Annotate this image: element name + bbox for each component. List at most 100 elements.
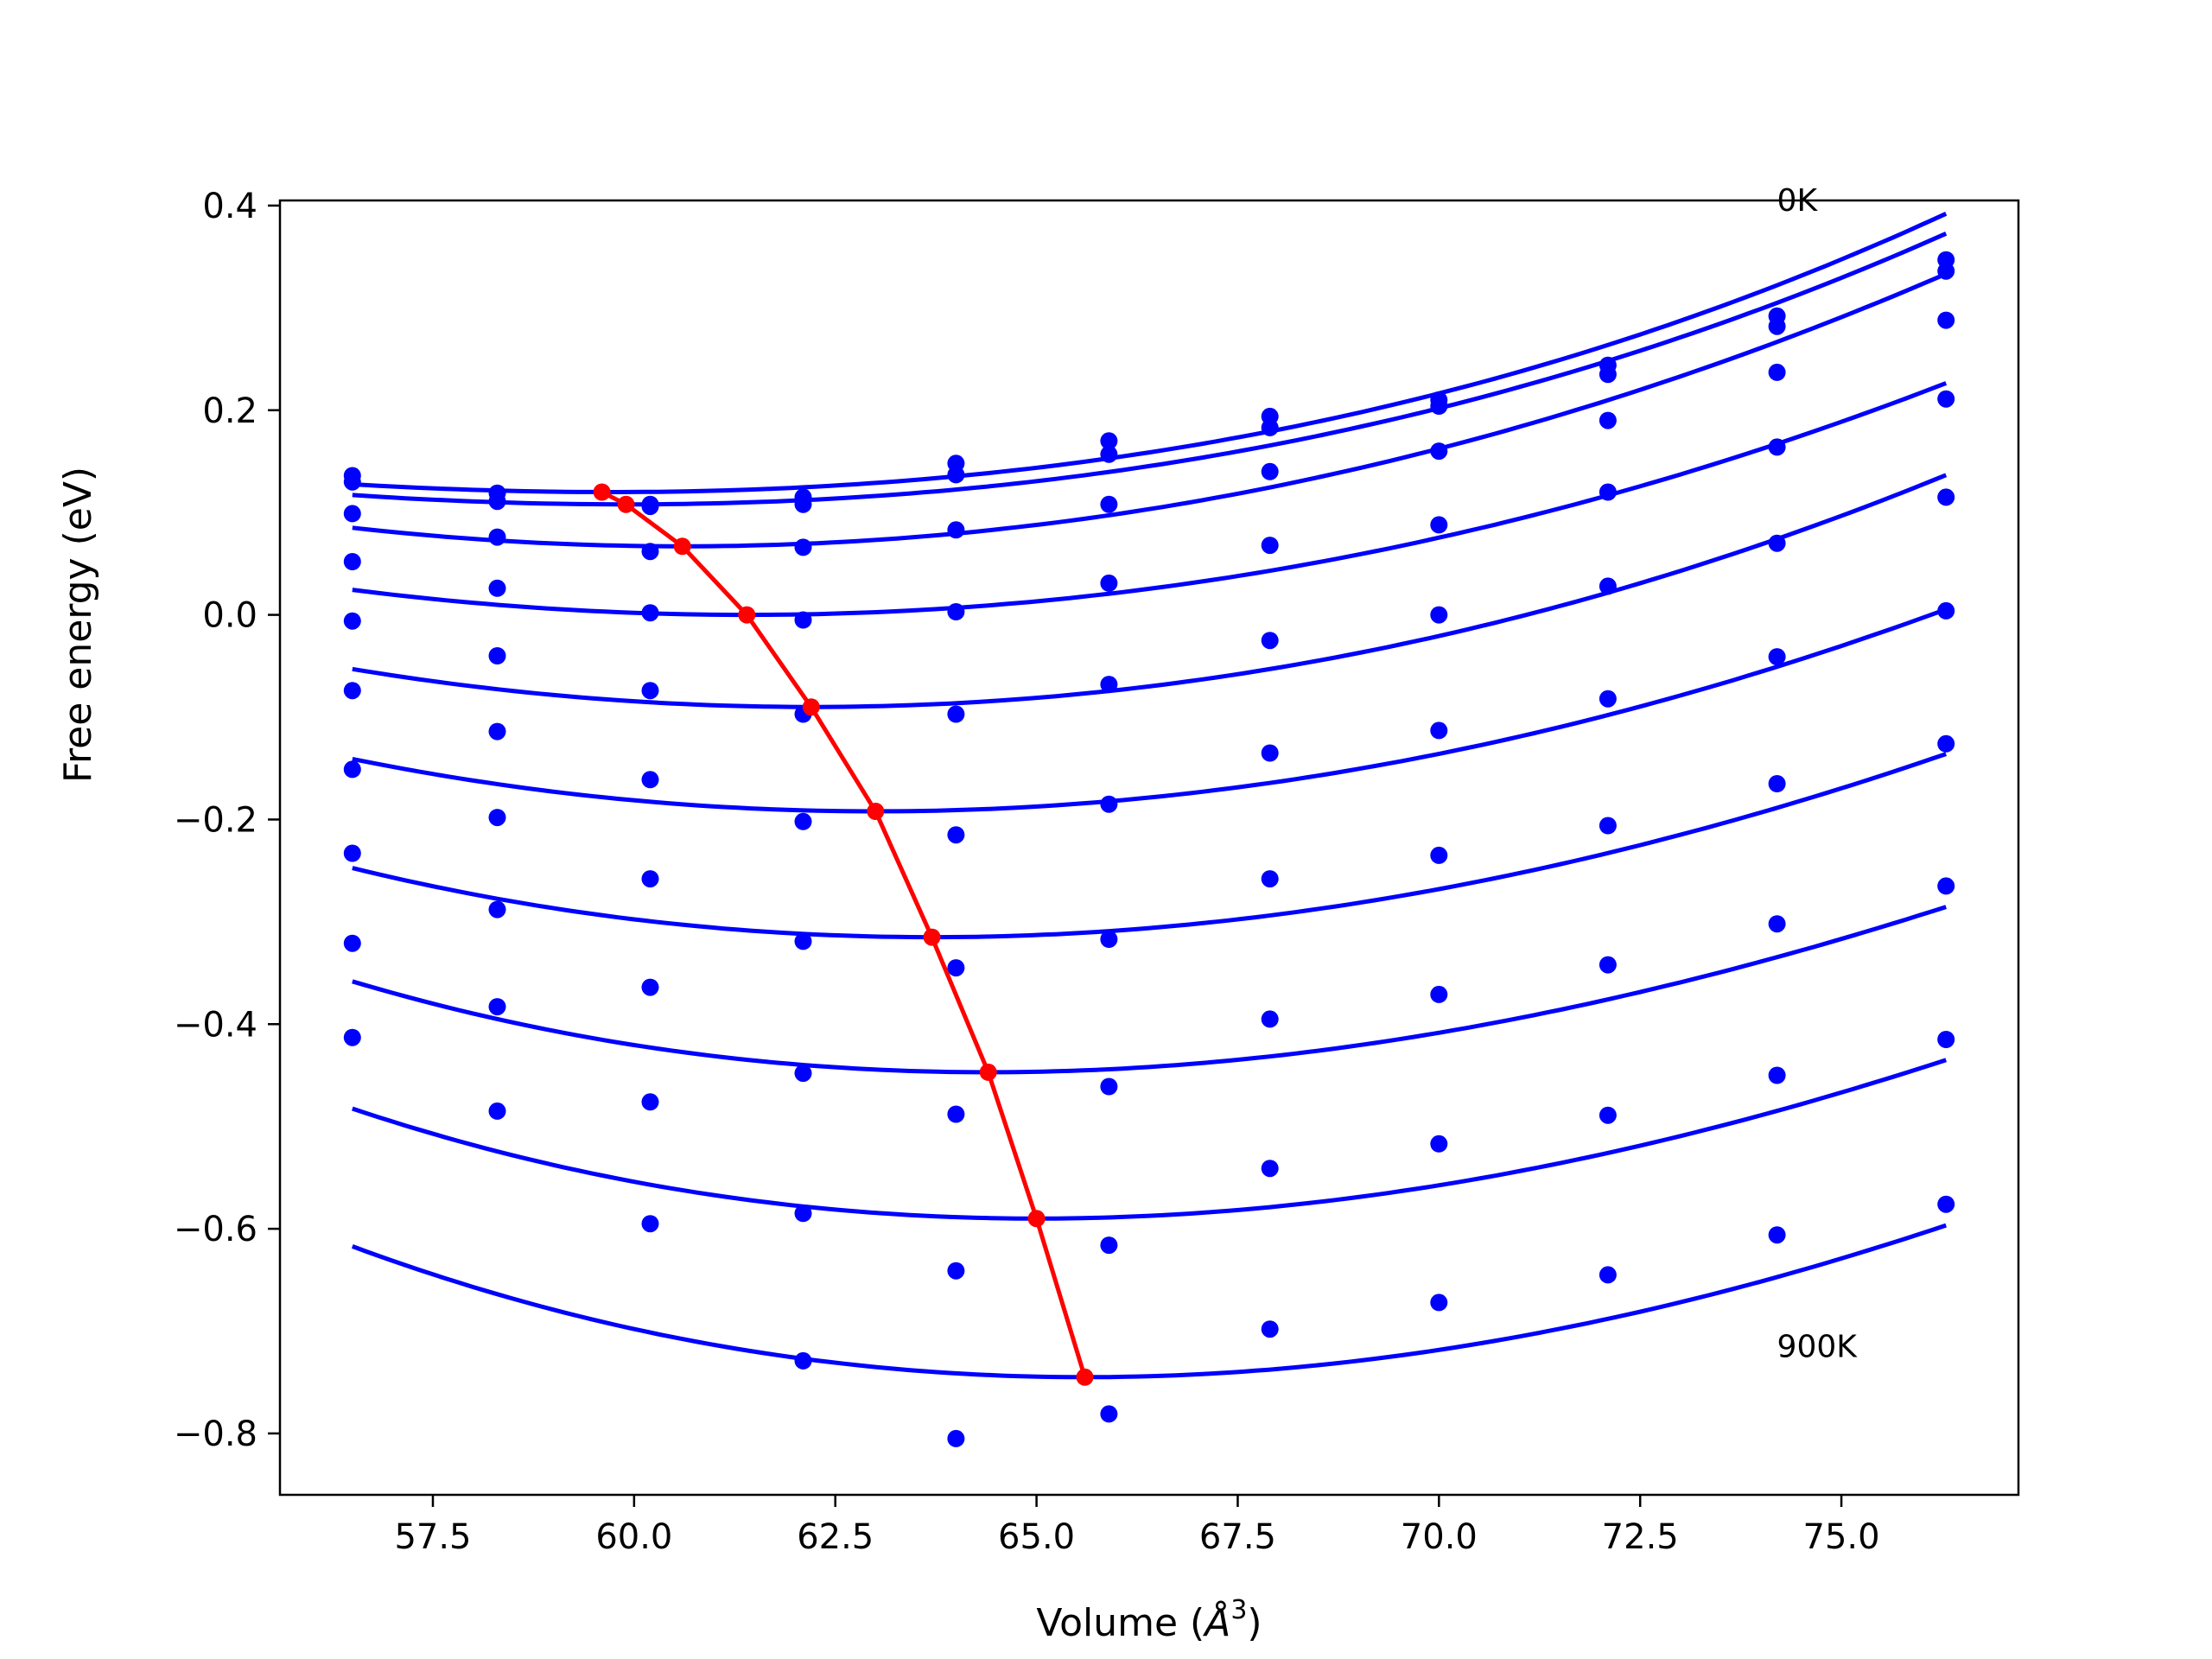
isotherm-5-point-11 xyxy=(1937,488,1955,506)
isotherm-2-point-7 xyxy=(1261,418,1279,436)
isotherm-9-point-4 xyxy=(794,1205,812,1223)
y-tick-label: 0.2 xyxy=(202,391,257,431)
isotherm-9-point-11 xyxy=(1937,1031,1955,1048)
x-tick-label: 70.0 xyxy=(1401,1517,1478,1557)
isotherm-2-point-2 xyxy=(488,493,506,511)
y-tick-label: −0.2 xyxy=(174,800,257,840)
y-tick-label: 0.0 xyxy=(202,596,257,636)
isotherm-fit-line-10 xyxy=(351,1223,1947,1380)
isotherm-9-point-8 xyxy=(1430,1135,1448,1153)
isotherm-4-point-2 xyxy=(488,579,506,597)
isotherm-2-point-4 xyxy=(794,495,812,513)
isotherm-9-point-10 xyxy=(1768,1066,1786,1084)
minimum-locus-point-3 xyxy=(673,537,691,556)
isotherm-7-point-8 xyxy=(1430,846,1448,864)
minimum-locus-point-10 xyxy=(1076,1368,1094,1386)
isotherm-8-point-11 xyxy=(1937,877,1955,895)
isotherm-3-point-10 xyxy=(1768,363,1786,381)
x-tick-label: 72.5 xyxy=(1602,1517,1679,1557)
isotherm-5-point-7 xyxy=(1261,632,1279,650)
isotherm-3-point-4 xyxy=(794,538,812,556)
isotherm-10-point-11 xyxy=(1937,1195,1955,1213)
isotherm-8-point-3 xyxy=(641,978,659,996)
plot-area xyxy=(343,212,1955,1447)
isotherm-2-point-3 xyxy=(641,495,659,513)
y-tick-label: −0.4 xyxy=(174,1005,257,1045)
isotherm-fit-line-6 xyxy=(352,607,1948,814)
isotherm-6-point-1 xyxy=(343,682,361,700)
x-axis-label-text: Volume ( xyxy=(1036,1601,1205,1645)
isotherm-9-point-9 xyxy=(1599,1106,1617,1124)
isotherm-6-point-5 xyxy=(947,826,965,844)
isotherm-fit-line-5 xyxy=(352,473,1948,709)
isotherm-4-point-8 xyxy=(1430,516,1448,534)
minimum-locus-point-2 xyxy=(617,495,635,513)
isotherm-10-point-4 xyxy=(794,1351,812,1370)
minimum-locus-point-8 xyxy=(979,1063,997,1081)
isotherm-fit-line-4 xyxy=(352,381,1948,618)
isotherm-9-point-6 xyxy=(1100,1236,1118,1255)
isotherm-6-point-8 xyxy=(1430,721,1448,740)
isotherm-7-point-11 xyxy=(1937,734,1955,753)
minimum-locus-line xyxy=(601,490,1087,1378)
isotherm-10-point-8 xyxy=(1430,1294,1448,1312)
isotherm-7-point-5 xyxy=(947,959,965,977)
isotherm-7-point-10 xyxy=(1768,775,1786,792)
isotherm-5-point-8 xyxy=(1430,606,1448,624)
isotherm-10-point-1 xyxy=(343,1028,361,1046)
x-tick-label: 62.5 xyxy=(797,1517,874,1557)
isotherm-6-point-11 xyxy=(1937,601,1955,620)
isotherm-3-point-8 xyxy=(1430,442,1448,461)
isotherm-6-point-3 xyxy=(641,771,659,789)
isotherm-4-point-3 xyxy=(641,604,659,622)
isotherm-7-point-1 xyxy=(343,760,361,779)
annotation-0k: 0K xyxy=(1777,183,1819,219)
x-tick-label: 57.5 xyxy=(394,1517,471,1557)
isotherm-3-point-7 xyxy=(1261,462,1279,480)
isotherm-fit-line-1 xyxy=(352,212,1948,494)
x-tick-label: 75.0 xyxy=(1803,1517,1880,1557)
annotation-900k: 900K xyxy=(1777,1329,1859,1364)
isotherm-10-point-10 xyxy=(1768,1226,1786,1244)
isotherm-8-point-1 xyxy=(343,844,361,862)
x-axis-label-close: ) xyxy=(1247,1601,1262,1645)
isotherm-9-point-3 xyxy=(641,1093,659,1111)
isotherm-5-point-2 xyxy=(488,647,506,664)
isotherm-7-point-2 xyxy=(488,809,506,827)
isotherm-2-point-9 xyxy=(1599,365,1617,384)
isotherm-8-point-6 xyxy=(1100,1077,1118,1096)
isotherm-5-point-6 xyxy=(1100,676,1118,694)
isotherm-5-point-1 xyxy=(343,612,361,630)
isotherm-6-point-2 xyxy=(488,722,506,741)
isotherm-7-point-7 xyxy=(1261,870,1279,888)
isotherm-4-point-1 xyxy=(343,553,361,570)
y-axis-label: Free energy (eV) xyxy=(56,467,100,783)
isotherm-8-point-9 xyxy=(1599,956,1617,974)
isotherm-10-point-2 xyxy=(488,1102,506,1120)
isotherm-6-point-10 xyxy=(1768,648,1786,666)
isotherm-4-point-11 xyxy=(1937,390,1955,408)
isotherm-9-point-1 xyxy=(343,934,361,952)
isotherm-3-point-3 xyxy=(641,543,659,561)
minimum-locus-point-7 xyxy=(923,928,941,946)
isotherm-fit-line-7 xyxy=(352,752,1947,940)
x-axis-label: Volume (Å3) xyxy=(1036,1595,1262,1645)
x-axis-label-power: 3 xyxy=(1230,1595,1247,1625)
isotherm-3-point-9 xyxy=(1599,411,1617,429)
x-axis-label-symbol: Å xyxy=(1202,1599,1230,1645)
isotherm-4-point-10 xyxy=(1768,438,1786,456)
minimum-locus-point-1 xyxy=(593,483,611,501)
isotherm-3-point-11 xyxy=(1937,311,1955,329)
isotherm-2-point-1 xyxy=(343,473,361,491)
isotherm-2-point-8 xyxy=(1430,397,1448,415)
isotherm-5-point-9 xyxy=(1599,577,1617,595)
isotherm-3-point-1 xyxy=(343,505,361,523)
isotherm-10-point-3 xyxy=(641,1215,659,1233)
isotherm-7-point-9 xyxy=(1599,817,1617,835)
isotherm-4-point-7 xyxy=(1261,537,1279,555)
isotherm-6-point-6 xyxy=(1100,795,1118,813)
isotherm-10-point-5 xyxy=(947,1429,965,1447)
isotherm-8-point-2 xyxy=(488,900,506,918)
isotherm-2-point-5 xyxy=(947,466,965,484)
minimum-locus-point-4 xyxy=(738,606,756,624)
